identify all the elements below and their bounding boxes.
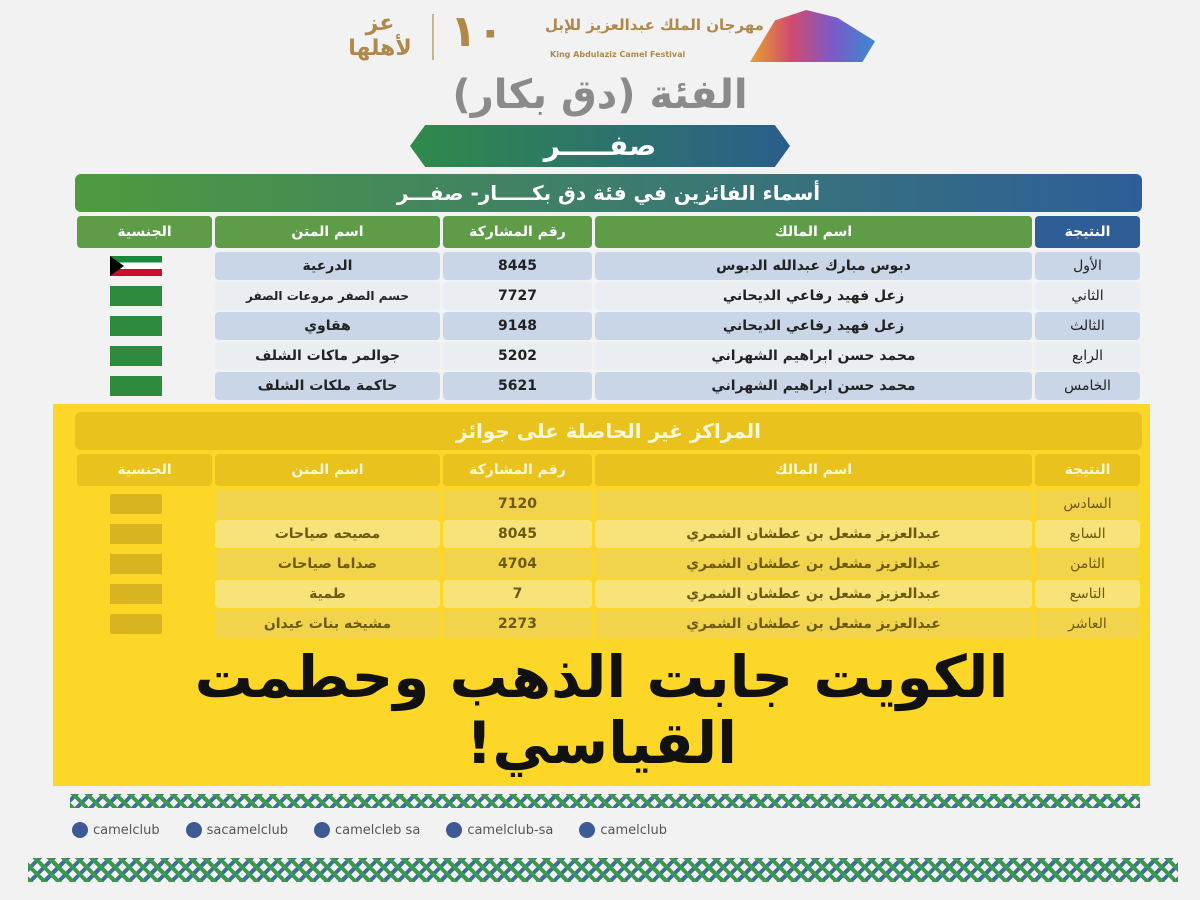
column-header: النتيجة [1035, 454, 1140, 486]
social-handle: sacamelclub [206, 822, 289, 838]
social-link[interactable]: sacamelclub [185, 822, 289, 838]
column-header: الجنسية [77, 216, 212, 248]
table-cell-number: 2273 [443, 610, 592, 638]
social-link[interactable]: camelclub-sa [446, 822, 553, 838]
table-cell-result: الخامس [1035, 372, 1140, 400]
snapchat-icon [446, 822, 463, 838]
table-cell-result: العاشر [1035, 610, 1140, 638]
table-cell-camel: جوالمر ماكات الشلف [215, 342, 440, 370]
column-header: اسم المالك [595, 454, 1032, 486]
social-handle: camelclub [93, 822, 160, 838]
saudi-flag-icon [110, 614, 162, 634]
table-cell-result: السادس [1035, 490, 1140, 518]
social-link[interactable]: camelcleb sa [314, 822, 420, 838]
table-cell-owner: عبدالعزيز مشعل بن عطشان الشمري [595, 580, 1032, 608]
table-cell-owner: زعل فهيد رفاعي الديحاني [595, 282, 1032, 310]
tiktok-instagram-icon [314, 822, 331, 838]
table-cell-number: 7120 [443, 490, 592, 518]
table-cell-result: الثامن [1035, 550, 1140, 578]
table-cell-result: الثاني [1035, 282, 1140, 310]
social-handle: camelclub-sa [467, 822, 554, 838]
table-cell-owner: محمد حسن ابراهيم الشهراني [595, 342, 1032, 370]
logo-divider [432, 14, 434, 60]
winners-table-title: أسماء الفائزين في فئة دق بكـــــار- صفــ… [75, 174, 1142, 212]
saudi-flag-icon [110, 316, 162, 336]
saudi-flag-icon [110, 494, 162, 514]
column-header: اسم المتن [215, 454, 440, 486]
table-cell-camel: مصيحه صياحات [215, 520, 440, 548]
table-cell-owner [595, 490, 1032, 518]
table-cell-camel: الدرعية [215, 252, 440, 280]
saudi-flag-icon [110, 524, 162, 544]
table-cell-owner: عبدالعزيز مشعل بن عطشان الشمري [595, 520, 1032, 548]
table-cell-result: الأول [1035, 252, 1140, 280]
table-cell-number: 8445 [443, 252, 592, 280]
decorative-pattern [70, 794, 1140, 808]
social-links: camelclub sacamelclub camelcleb sa camelclu… [72, 822, 667, 838]
category-title: الفئة (دق بكار) [452, 72, 748, 118]
table-cell-camel: طمية [215, 580, 440, 608]
kuwait-flag-icon [110, 256, 162, 276]
facebook-icon [185, 822, 202, 838]
table-cell-number: 4704 [443, 550, 592, 578]
table-cell-owner: محمد حسن ابراهيم الشهراني [595, 372, 1032, 400]
table-cell-result: السابع [1035, 520, 1140, 548]
edition-number: ١٠ [450, 6, 504, 57]
saudi-flag-icon [110, 286, 162, 306]
others-table-title: المراكز غير الحاصلة على جوائز [75, 412, 1142, 450]
footer-pattern [28, 858, 1178, 882]
x-icon [72, 822, 88, 838]
festival-name-en: King Abdulaziz Camel Festival [550, 50, 686, 59]
headline: الكويت جابت الذهب وحطمت القياسي! [194, 643, 1009, 777]
table-cell-camel: مشيخه بنات عيدان [215, 610, 440, 638]
table-cell-number: 5202 [443, 342, 592, 370]
table-cell-number: 9148 [443, 312, 592, 340]
social-link[interactable]: camelclub [579, 822, 667, 838]
table-cell-number: 7 [443, 580, 592, 608]
table-cell-owner: زعل فهيد رفاعي الديحاني [595, 312, 1032, 340]
social-handle: camelclub [600, 822, 668, 838]
table-cell-result: الثالث [1035, 312, 1140, 340]
table-cell-camel: هقاوي [215, 312, 440, 340]
table-cell-result: الرابع [1035, 342, 1140, 370]
table-cell-owner: عبدالعزيز مشعل بن عطشان الشمري [595, 610, 1032, 638]
table-cell-owner: دبوس مبارك عبدالله الدبوس [595, 252, 1032, 280]
logo-tagline: عز لأهلها [348, 11, 412, 61]
saudi-flag-icon [110, 584, 162, 604]
saudi-flag-icon [110, 346, 162, 366]
festival-name-ar: مهرجان الملك عبدالعزيز للإبل [545, 16, 764, 34]
column-header: الجنسية [77, 454, 212, 486]
linkedin-icon [579, 822, 596, 838]
column-header: رقم المشاركة [443, 454, 592, 486]
column-header: النتيجة [1035, 216, 1140, 248]
table-cell-number: 8045 [443, 520, 592, 548]
social-link[interactable]: camelclub [72, 822, 160, 838]
table-cell-number: 7727 [443, 282, 592, 310]
saudi-flag-icon [110, 554, 162, 574]
social-handle: camelcleb sa [335, 822, 421, 838]
camel-riders-logo-icon [750, 10, 875, 62]
table-cell-number: 5621 [443, 372, 592, 400]
table-cell-camel: حسم الصفر مروعات الصفر [215, 282, 440, 310]
table-cell-result: التاسع [1035, 580, 1140, 608]
month-banner: صفـــــر [410, 125, 790, 167]
column-header: اسم المالك [595, 216, 1032, 248]
table-cell-camel: صداما صياحات [215, 550, 440, 578]
column-header: رقم المشاركة [443, 216, 592, 248]
column-header: اسم المتن [215, 216, 440, 248]
table-cell-owner: عبدالعزيز مشعل بن عطشان الشمري [595, 550, 1032, 578]
festival-logo: عز لأهلها ١٠ مهرجان الملك عبدالعزيز للإب… [340, 6, 880, 68]
table-cell-camel [215, 490, 440, 518]
table-cell-camel: حاكمة ملكات الشلف [215, 372, 440, 400]
saudi-flag-icon [110, 376, 162, 396]
